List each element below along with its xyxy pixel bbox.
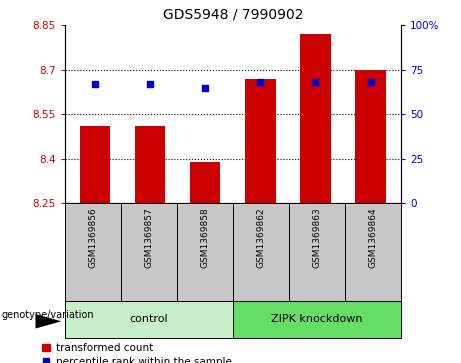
Text: GSM1369864: GSM1369864 [368,207,378,268]
Bar [355,70,386,203]
Bar [65,203,121,301]
Text: genotype/variation: genotype/variation [1,310,94,321]
Legend: transformed count, percentile rank within the sample: transformed count, percentile rank withi… [42,343,231,363]
Point [312,79,319,85]
Title: GDS5948 / 7990902: GDS5948 / 7990902 [163,8,303,21]
Point [257,79,264,85]
Bar [345,203,401,301]
Point [91,81,99,87]
Bar [233,203,289,301]
Text: control: control [130,314,168,325]
Point [201,85,209,91]
Bar [190,162,220,203]
Bar [65,301,233,338]
Point [367,79,374,85]
Polygon shape [35,314,61,329]
Bar [80,126,110,203]
Text: GSM1369856: GSM1369856 [88,207,97,268]
Bar [135,126,165,203]
Text: ZIPK knockdown: ZIPK knockdown [271,314,363,325]
Bar [177,203,233,301]
Bar [245,79,276,203]
Point [147,81,154,87]
Bar [121,203,177,301]
Bar [233,301,401,338]
Text: GSM1369857: GSM1369857 [144,207,153,268]
Bar [289,203,345,301]
Text: GSM1369863: GSM1369863 [313,207,321,268]
Text: GSM1369862: GSM1369862 [256,207,266,268]
Bar [300,34,331,203]
Text: GSM1369858: GSM1369858 [200,207,209,268]
